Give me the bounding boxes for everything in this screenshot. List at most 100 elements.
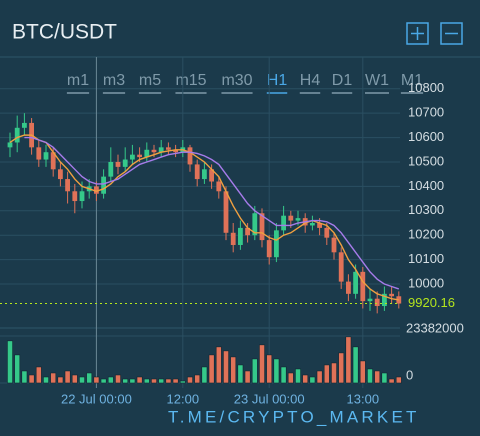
candle-body bbox=[130, 154, 135, 160]
volume-bar bbox=[287, 372, 294, 384]
volume-bar bbox=[352, 346, 359, 384]
candle-body bbox=[166, 147, 171, 150]
candle-body bbox=[58, 169, 63, 180]
volume-bar bbox=[35, 366, 42, 384]
volume-bar bbox=[136, 376, 143, 384]
candle-body bbox=[50, 152, 56, 170]
candle-body bbox=[202, 169, 207, 180]
candle-body bbox=[360, 271, 366, 302]
timeframe-tab[interactable]: W1 bbox=[365, 72, 389, 89]
candle-body bbox=[144, 149, 150, 158]
timeframe-tab[interactable]: m1 bbox=[67, 72, 89, 89]
candle-body bbox=[14, 127, 20, 143]
volume-bar bbox=[86, 372, 93, 384]
volume-bar bbox=[223, 350, 229, 384]
moving-average-line bbox=[9, 134, 399, 301]
volume-bar bbox=[7, 340, 13, 384]
y-tick-label: 10400 bbox=[408, 178, 444, 193]
volume-bar bbox=[129, 378, 136, 384]
candle-body bbox=[72, 191, 78, 202]
last-price-label: 9920.16 bbox=[408, 295, 455, 310]
timeframe-tab[interactable]: m3 bbox=[103, 72, 125, 89]
volume-bar bbox=[230, 356, 237, 384]
zoom-out-button[interactable] bbox=[440, 22, 463, 45]
candle-body bbox=[223, 191, 229, 233]
candle-body bbox=[238, 227, 243, 245]
volume-bar bbox=[374, 370, 381, 384]
volume-bar bbox=[172, 378, 179, 384]
x-tick-label: 12:00 bbox=[167, 391, 200, 406]
candle-body bbox=[338, 252, 344, 282]
timeframe-tab[interactable]: M1 bbox=[401, 72, 423, 89]
candle-body bbox=[101, 176, 106, 194]
volume-bar bbox=[179, 380, 186, 384]
candle-body bbox=[65, 179, 70, 192]
candle-body bbox=[122, 159, 128, 167]
y-tick-label: 10000 bbox=[408, 275, 444, 290]
volume-bar bbox=[43, 376, 49, 384]
candle-body bbox=[216, 181, 222, 192]
moving-average-line bbox=[24, 136, 400, 290]
volume-bar bbox=[244, 370, 251, 384]
volume-bar bbox=[57, 376, 64, 384]
timeframe-tab[interactable]: H4 bbox=[300, 72, 321, 89]
volume-bar bbox=[107, 376, 114, 384]
y-tick-label: 10600 bbox=[408, 129, 444, 144]
candle-body bbox=[324, 227, 330, 238]
candle-body bbox=[36, 147, 42, 160]
y-tick-label: 10300 bbox=[408, 202, 444, 217]
timeframe-tab[interactable]: D1 bbox=[332, 72, 353, 89]
volume-bar bbox=[345, 336, 352, 384]
volume-bar bbox=[388, 378, 395, 384]
volume-bar bbox=[302, 374, 309, 384]
candle-body bbox=[331, 237, 337, 253]
x-tick-label: 13:00 bbox=[347, 391, 380, 406]
volume-bar bbox=[367, 368, 373, 384]
volume-bar bbox=[28, 374, 35, 384]
volume-bar bbox=[215, 346, 222, 384]
timeframe-tab[interactable]: m15 bbox=[175, 72, 206, 89]
volume-bar bbox=[316, 370, 323, 384]
y-tick-label: 10100 bbox=[408, 251, 444, 266]
candle-body bbox=[252, 213, 258, 236]
volume-bar bbox=[165, 378, 172, 384]
volume-bar bbox=[100, 378, 107, 384]
timeframe-tab[interactable]: m5 bbox=[139, 72, 161, 89]
candle-body bbox=[274, 230, 279, 258]
volume-bar bbox=[338, 352, 345, 384]
candle-body bbox=[281, 215, 286, 231]
candle-body bbox=[209, 169, 214, 182]
volume-bar bbox=[93, 376, 100, 384]
candle-body bbox=[295, 218, 301, 221]
candle-body bbox=[194, 164, 200, 180]
volume-bar bbox=[331, 362, 337, 384]
volume-tick-label: 0 bbox=[406, 367, 413, 382]
pair-title: BTC/USDT bbox=[12, 21, 117, 44]
y-tick-label: 10200 bbox=[408, 227, 444, 242]
volume-bar bbox=[295, 368, 301, 384]
volume-bar bbox=[309, 376, 316, 384]
candle-body bbox=[317, 223, 322, 228]
candle-body bbox=[389, 293, 394, 297]
y-tick-label: 10500 bbox=[408, 153, 444, 168]
candle-body bbox=[230, 232, 236, 245]
y-tick-label: 10800 bbox=[408, 80, 444, 95]
candle-body bbox=[346, 281, 351, 294]
volume-bar bbox=[21, 370, 28, 384]
volume-bar bbox=[158, 378, 165, 384]
volume-bar bbox=[208, 354, 215, 384]
volume-bar bbox=[79, 376, 85, 384]
volume-bar bbox=[251, 358, 258, 384]
timeframe-tab[interactable]: H1 bbox=[267, 72, 288, 89]
volume-bar bbox=[115, 374, 121, 384]
volume-bar bbox=[259, 344, 265, 384]
candle-body bbox=[94, 186, 99, 194]
volume-bar bbox=[273, 358, 280, 384]
volume-bar bbox=[187, 376, 193, 384]
zoom-in-button[interactable] bbox=[406, 22, 429, 45]
timeframe-tab[interactable]: m30 bbox=[221, 72, 252, 89]
volume-bar bbox=[381, 372, 388, 384]
candle-body bbox=[310, 223, 315, 226]
candle-body bbox=[266, 240, 272, 258]
candle-body bbox=[7, 142, 13, 148]
